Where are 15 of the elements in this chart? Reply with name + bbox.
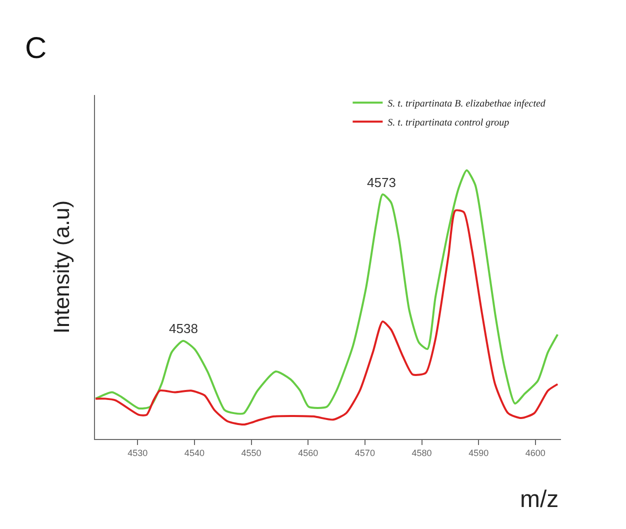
- x-tick-label: 4560: [298, 448, 318, 458]
- x-tick-label: 4530: [128, 448, 148, 458]
- x-tick-label: 4590: [468, 448, 489, 458]
- x-tick-label: 4540: [184, 448, 204, 458]
- annotation: 4538: [169, 321, 198, 336]
- x-tick-label: 4580: [412, 448, 432, 458]
- legend-label: S. t. tripartinata B. elizabethae infected: [388, 98, 546, 110]
- y-axis-title: Intensity (a.u): [48, 200, 74, 334]
- chart-title: C: [25, 32, 47, 66]
- x-tick-label: 4570: [354, 448, 375, 458]
- x-axis-title: m/z: [520, 486, 559, 513]
- annotation: 4573: [367, 175, 396, 190]
- legend-label: S. t. tripartinata control group: [388, 118, 510, 129]
- x-tick-label: 4550: [241, 448, 262, 458]
- x-tick-label: 4600: [525, 448, 546, 458]
